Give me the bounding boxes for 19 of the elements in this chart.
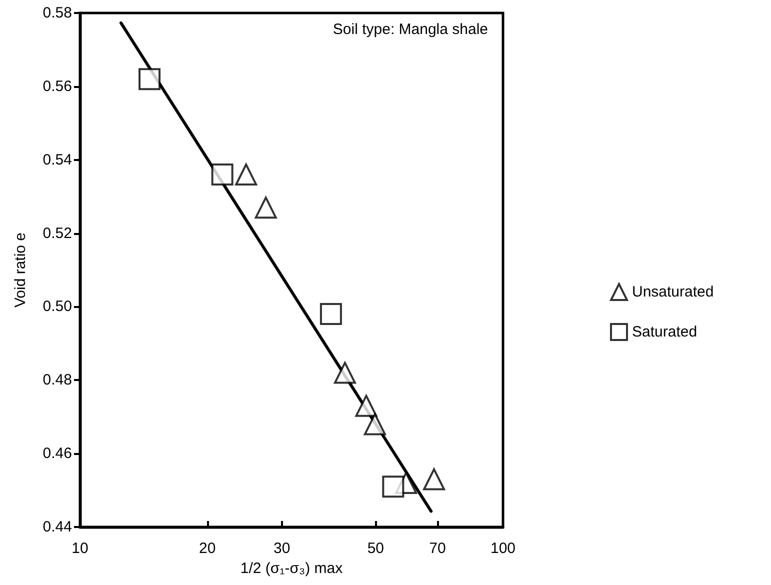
y-tick-label: 0.54 [42,151,72,168]
legend-label: Unsaturated [632,284,714,300]
y-tick-label: 0.46 [42,445,72,462]
x-tick-label: 50 [367,540,384,557]
x-tick-label: 70 [429,540,446,557]
annotation: Soil type: Mangla shale [332,21,488,38]
x-tick-label: 20 [198,540,216,557]
x-tick-label: 100 [490,540,516,557]
x-tick-label: 30 [273,540,290,557]
y-tick-label: 0.48 [42,372,72,389]
x-tick-label: 10 [72,540,88,557]
legend-label: Saturated [632,324,698,340]
y-tick-label: 0.44 [42,518,72,536]
x-axis-title: 1/2 (σ₁-σ₃) max [240,560,344,577]
y-tick-label: 0.58 [42,4,72,22]
y-axis-title: Void ratio e [12,232,29,308]
y-tick-label: 0.56 [42,78,72,95]
y-tick-label: 0.52 [42,224,72,242]
y-tick-label: 0.50 [42,298,72,316]
